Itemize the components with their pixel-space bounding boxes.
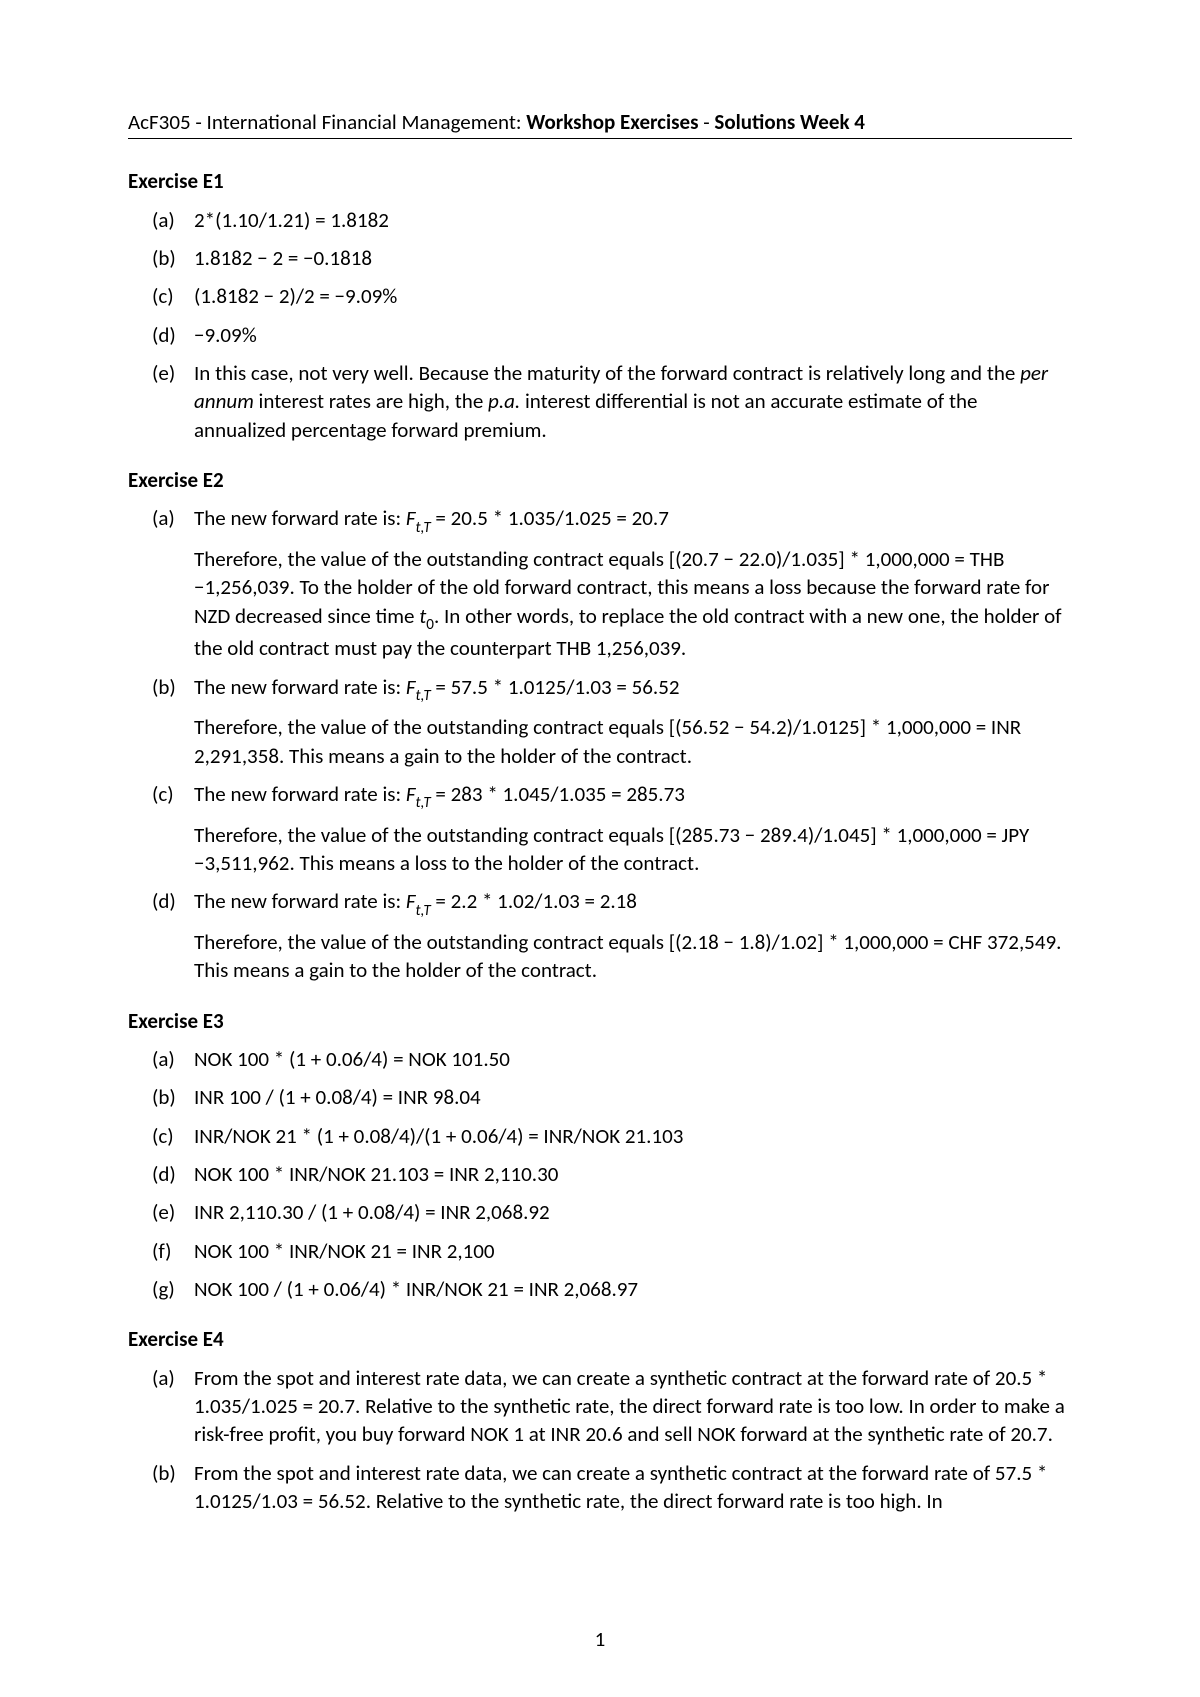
e3-item-g: (g) NOK 100 / (1 + 0.06/4) * INR/NOK 21 … [152,1275,1072,1303]
item-label: (g) [152,1275,194,1303]
item-content: −9.09% [194,321,1072,349]
item-content: The new forward rate is: Ft,T = 57.5 * 1… [194,673,1072,770]
item-content: INR/NOK 21 * (1 + 0.08/4)/(1 + 0.06/4) =… [194,1122,1072,1150]
e1-e-it2: p.a. [488,388,520,414]
exercise-e1-title: Exercise E1 [128,167,1072,195]
item-label: (b) [152,1459,194,1516]
item-content: INR 100 / (1 + 0.08/4) = INR 98.04 [194,1083,1072,1111]
e3-item-e: (e) INR 2,110.30 / (1 + 0.08/4) = INR 2,… [152,1198,1072,1226]
header-course: AcF305 - International Financial Managem… [128,109,526,135]
e1-item-b: (b) 1.8182 − 2 = −0.1818 [152,244,1072,272]
document-header: AcF305 - International Financial Managem… [128,108,1072,139]
exercise-e3-list: (a) NOK 100 * (1 + 0.06/4) = NOK 101.50 … [128,1045,1072,1303]
item-content: NOK 100 * INR/NOK 21.103 = INR 2,110.30 [194,1160,1072,1188]
e1-item-a: (a) 2*(1.10/1.21) = 1.8182 [152,206,1072,234]
e2-item-a: (a) The new forward rate is: Ft,T = 20.5… [152,504,1072,662]
item-content: The new forward rate is: Ft,T = 20.5 * 1… [194,504,1072,662]
e2-item-b: (b) The new forward rate is: Ft,T = 57.5… [152,673,1072,770]
e1-e-mid: interest rates are high, the [254,388,488,414]
item-label: (a) [152,1045,194,1073]
exercise-e4-title: Exercise E4 [128,1325,1072,1353]
e1-item-c: (c) (1.8182 − 2)/2 = −9.09% [152,282,1072,310]
item-label: (a) [152,504,194,662]
e2-a-post: = 20.5 * 1.035/1.025 = 20.7 [431,505,669,531]
e3-item-d: (d) NOK 100 * INR/NOK 21.103 = INR 2,110… [152,1160,1072,1188]
item-label: (a) [152,206,194,234]
item-content: The new forward rate is: Ft,T = 283 * 1.… [194,780,1072,877]
e3-item-a: (a) NOK 100 * (1 + 0.06/4) = NOK 101.50 [152,1045,1072,1073]
item-content: 2*(1.10/1.21) = 1.8182 [194,206,1072,234]
exercise-e2-list: (a) The new forward rate is: Ft,T = 20.5… [128,504,1072,984]
e2-c-sub: t,T [416,794,431,812]
e1-item-e: (e) In this case, not very well. Because… [152,359,1072,444]
exercise-e4-list: (a) From the spot and interest rate data… [128,1364,1072,1516]
e2-a-p-sub: 0 [426,616,434,634]
header-sub1: Workshop Exercises [526,109,698,135]
item-content: The new forward rate is: Ft,T = 2.2 * 1.… [194,887,1072,984]
e3-item-f: (f) NOK 100 * INR/NOK 21 = INR 2,100 [152,1237,1072,1265]
e3-item-b: (b) INR 100 / (1 + 0.08/4) = INR 98.04 [152,1083,1072,1111]
e2-item-c: (c) The new forward rate is: Ft,T = 283 … [152,780,1072,877]
e2-a-para: Therefore, the value of the outstanding … [194,545,1072,663]
item-content: NOK 100 * INR/NOK 21 = INR 2,100 [194,1237,1072,1265]
page: AcF305 - International Financial Managem… [0,0,1200,1515]
item-label: (c) [152,780,194,877]
item-content: INR 2,110.30 / (1 + 0.08/4) = INR 2,068.… [194,1198,1072,1226]
e2-c-pre: The new forward rate is: [194,781,406,807]
exercise-e1-list: (a) 2*(1.10/1.21) = 1.8182 (b) 1.8182 − … [128,206,1072,444]
e2-d-sym: F [406,888,416,914]
item-label: (d) [152,887,194,984]
item-content: 1.8182 − 2 = −0.1818 [194,244,1072,272]
item-label: (b) [152,244,194,272]
item-label: (c) [152,1122,194,1150]
item-content: NOK 100 / (1 + 0.06/4) * INR/NOK 21 = IN… [194,1275,1072,1303]
item-content: NOK 100 * (1 + 0.06/4) = NOK 101.50 [194,1045,1072,1073]
e4-item-b: (b) From the spot and interest rate data… [152,1459,1072,1516]
e2-c-para: Therefore, the value of the outstanding … [194,821,1072,878]
item-content: In this case, not very well. Because the… [194,359,1072,444]
item-label: (e) [152,359,194,444]
e2-c-post: = 283 * 1.045/1.035 = 285.73 [431,781,685,807]
e1-e-pre: In this case, not very well. Because the… [194,360,1020,386]
exercise-e3-title: Exercise E3 [128,1007,1072,1035]
e2-d-pre: The new forward rate is: [194,888,406,914]
item-content: From the spot and interest rate data, we… [194,1364,1072,1449]
page-number: 1 [0,1625,1200,1653]
item-label: (c) [152,282,194,310]
item-label: (f) [152,1237,194,1265]
e2-a-sub: t,T [416,519,431,537]
item-label: (d) [152,1160,194,1188]
e1-item-d: (d) −9.09% [152,321,1072,349]
e2-b-para: Therefore, the value of the outstanding … [194,713,1072,770]
e2-b-sym: F [406,674,416,700]
header-dash: - [698,109,714,135]
e2-d-post: = 2.2 * 1.02/1.03 = 2.18 [431,888,637,914]
e2-a-pre: The new forward rate is: [194,505,406,531]
exercise-e2-title: Exercise E2 [128,466,1072,494]
item-label: (d) [152,321,194,349]
item-label: (a) [152,1364,194,1449]
e2-c-sym: F [406,781,416,807]
e2-d-para: Therefore, the value of the outstanding … [194,928,1072,985]
e3-item-c: (c) INR/NOK 21 * (1 + 0.08/4)/(1 + 0.06/… [152,1122,1072,1150]
e4-item-a: (a) From the spot and interest rate data… [152,1364,1072,1449]
e2-d-sub: t,T [416,902,431,920]
e2-item-d: (d) The new forward rate is: Ft,T = 2.2 … [152,887,1072,984]
item-label: (b) [152,673,194,770]
item-content: From the spot and interest rate data, we… [194,1459,1072,1516]
header-sub2: Solutions Week 4 [714,109,865,135]
e2-a-sym: F [406,505,416,531]
e2-b-post: = 57.5 * 1.0125/1.03 = 56.52 [431,674,680,700]
item-content: (1.8182 − 2)/2 = −9.09% [194,282,1072,310]
e2-b-sub: t,T [416,687,431,705]
e2-b-pre: The new forward rate is: [194,674,406,700]
item-label: (e) [152,1198,194,1226]
item-label: (b) [152,1083,194,1111]
